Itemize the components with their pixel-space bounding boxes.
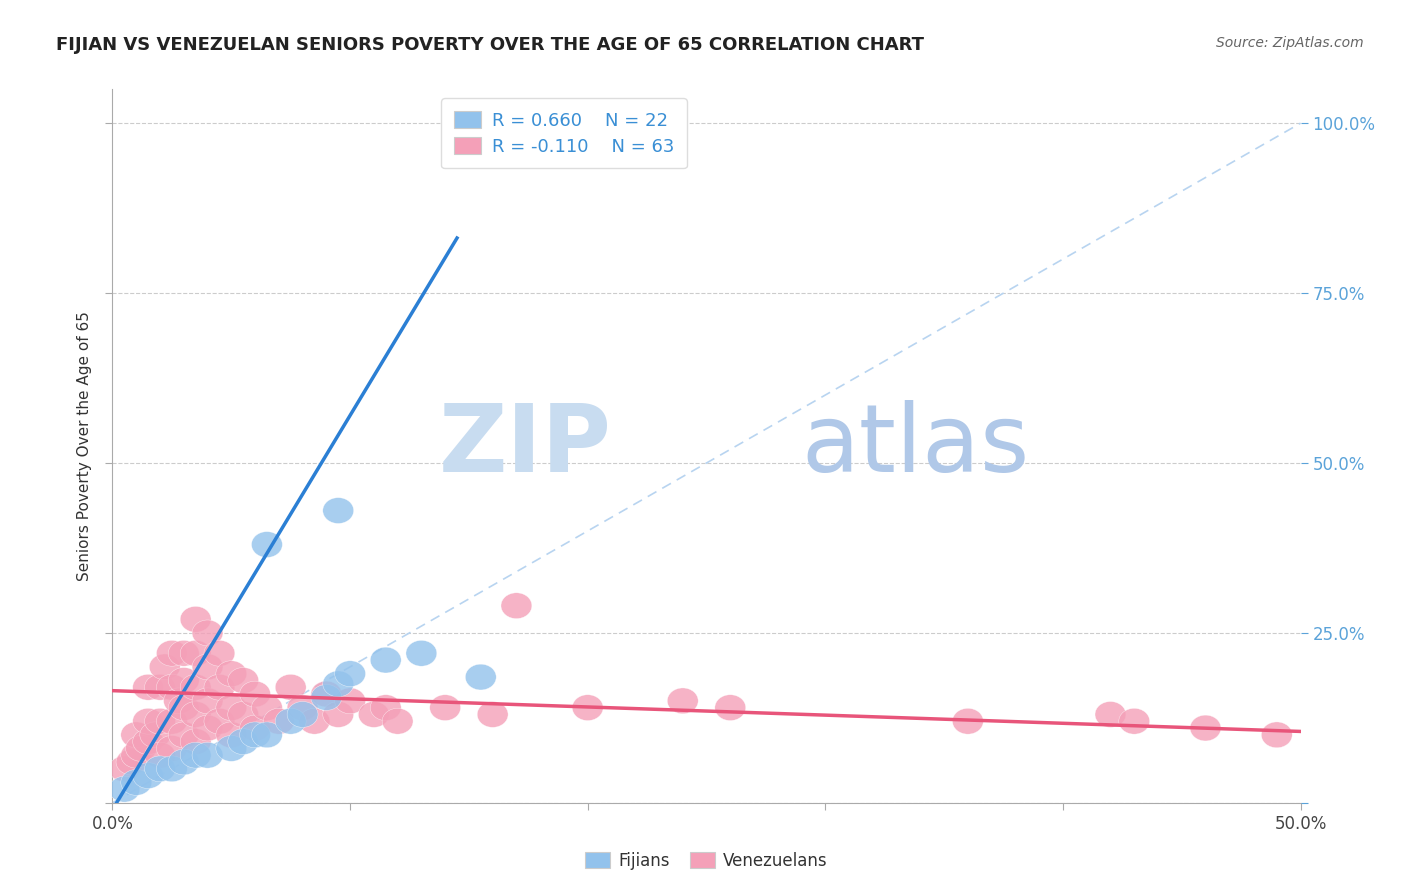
Ellipse shape xyxy=(193,620,224,646)
Ellipse shape xyxy=(117,749,148,775)
Ellipse shape xyxy=(156,736,187,762)
Text: FIJIAN VS VENEZUELAN SENIORS POVERTY OVER THE AGE OF 65 CORRELATION CHART: FIJIAN VS VENEZUELAN SENIORS POVERTY OVE… xyxy=(56,36,924,54)
Ellipse shape xyxy=(287,695,318,721)
Ellipse shape xyxy=(180,607,211,632)
Ellipse shape xyxy=(156,756,187,781)
Ellipse shape xyxy=(276,674,307,700)
Ellipse shape xyxy=(121,722,152,747)
Ellipse shape xyxy=(217,722,246,747)
Ellipse shape xyxy=(132,763,163,789)
Ellipse shape xyxy=(108,776,139,802)
Ellipse shape xyxy=(252,695,283,721)
Ellipse shape xyxy=(477,701,508,727)
Ellipse shape xyxy=(180,729,211,755)
Ellipse shape xyxy=(156,708,187,734)
Ellipse shape xyxy=(572,695,603,721)
Ellipse shape xyxy=(193,688,224,714)
Text: ZIP: ZIP xyxy=(439,400,612,492)
Ellipse shape xyxy=(125,736,156,762)
Ellipse shape xyxy=(406,640,437,666)
Ellipse shape xyxy=(228,729,259,755)
Ellipse shape xyxy=(180,674,211,700)
Ellipse shape xyxy=(465,665,496,690)
Ellipse shape xyxy=(239,722,270,747)
Ellipse shape xyxy=(252,532,283,558)
Ellipse shape xyxy=(180,701,211,727)
Ellipse shape xyxy=(430,695,461,721)
Ellipse shape xyxy=(952,708,983,734)
Ellipse shape xyxy=(276,708,307,734)
Ellipse shape xyxy=(382,708,413,734)
Ellipse shape xyxy=(217,736,246,762)
Ellipse shape xyxy=(311,684,342,710)
Ellipse shape xyxy=(335,688,366,714)
Ellipse shape xyxy=(323,498,354,524)
Ellipse shape xyxy=(287,701,318,727)
Ellipse shape xyxy=(263,708,294,734)
Ellipse shape xyxy=(193,742,224,768)
Ellipse shape xyxy=(239,681,270,707)
Text: atlas: atlas xyxy=(801,400,1029,492)
Ellipse shape xyxy=(163,688,194,714)
Ellipse shape xyxy=(193,654,224,680)
Ellipse shape xyxy=(180,742,211,768)
Ellipse shape xyxy=(180,640,211,666)
Ellipse shape xyxy=(370,695,401,721)
Ellipse shape xyxy=(169,667,200,693)
Ellipse shape xyxy=(193,715,224,741)
Ellipse shape xyxy=(169,749,200,775)
Ellipse shape xyxy=(359,701,389,727)
Ellipse shape xyxy=(121,770,152,796)
Ellipse shape xyxy=(323,671,354,697)
Ellipse shape xyxy=(156,640,187,666)
Ellipse shape xyxy=(501,593,531,619)
Ellipse shape xyxy=(228,667,259,693)
Ellipse shape xyxy=(204,708,235,734)
Ellipse shape xyxy=(370,648,401,673)
Ellipse shape xyxy=(1261,722,1292,747)
Ellipse shape xyxy=(217,661,246,687)
Ellipse shape xyxy=(714,695,745,721)
Ellipse shape xyxy=(156,674,187,700)
Ellipse shape xyxy=(145,674,176,700)
Ellipse shape xyxy=(299,708,330,734)
Ellipse shape xyxy=(1189,715,1220,741)
Ellipse shape xyxy=(323,701,354,727)
Ellipse shape xyxy=(108,756,139,781)
Ellipse shape xyxy=(228,701,259,727)
Ellipse shape xyxy=(139,722,170,747)
Ellipse shape xyxy=(169,640,200,666)
Y-axis label: Seniors Poverty Over the Age of 65: Seniors Poverty Over the Age of 65 xyxy=(77,311,93,581)
Ellipse shape xyxy=(217,695,246,721)
Text: Source: ZipAtlas.com: Source: ZipAtlas.com xyxy=(1216,36,1364,50)
Ellipse shape xyxy=(169,722,200,747)
Ellipse shape xyxy=(335,661,366,687)
Ellipse shape xyxy=(1119,708,1150,734)
Ellipse shape xyxy=(132,674,163,700)
Ellipse shape xyxy=(132,708,163,734)
Ellipse shape xyxy=(252,722,283,747)
Ellipse shape xyxy=(145,756,176,781)
Ellipse shape xyxy=(132,729,163,755)
Ellipse shape xyxy=(149,654,180,680)
Ellipse shape xyxy=(668,688,699,714)
Ellipse shape xyxy=(169,695,200,721)
Legend: Fijians, Venezuelans: Fijians, Venezuelans xyxy=(578,846,835,877)
Ellipse shape xyxy=(1095,701,1126,727)
Ellipse shape xyxy=(204,640,235,666)
Ellipse shape xyxy=(145,708,176,734)
Ellipse shape xyxy=(311,681,342,707)
Ellipse shape xyxy=(239,715,270,741)
Ellipse shape xyxy=(145,742,176,768)
Ellipse shape xyxy=(204,674,235,700)
Ellipse shape xyxy=(121,742,152,768)
